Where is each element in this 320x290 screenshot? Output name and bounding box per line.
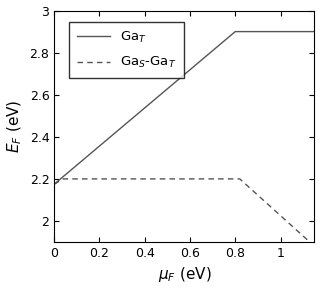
Line: Ga$_S$-Ga$_T$: Ga$_S$-Ga$_T$ bbox=[54, 179, 315, 246]
Ga$_S$-Ga$_T$ bbox=[238, 177, 242, 181]
Line: Ga$_T$: Ga$_T$ bbox=[54, 32, 315, 184]
Y-axis label: $E_F$ (eV): $E_F$ (eV) bbox=[5, 99, 24, 153]
Ga$_T$ bbox=[313, 30, 316, 33]
Ga$_T$ bbox=[52, 182, 56, 186]
Ga$_S$-Ga$_T$ bbox=[52, 182, 56, 186]
Legend: Ga$_T$, Ga$_S$-Ga$_T$: Ga$_T$, Ga$_S$-Ga$_T$ bbox=[69, 22, 184, 78]
Ga$_S$-Ga$_T$ bbox=[61, 177, 65, 181]
X-axis label: $\mu_F$ (eV): $\mu_F$ (eV) bbox=[157, 265, 211, 284]
Ga$_S$-Ga$_T$ bbox=[313, 244, 316, 248]
Ga$_T$ bbox=[233, 30, 237, 33]
